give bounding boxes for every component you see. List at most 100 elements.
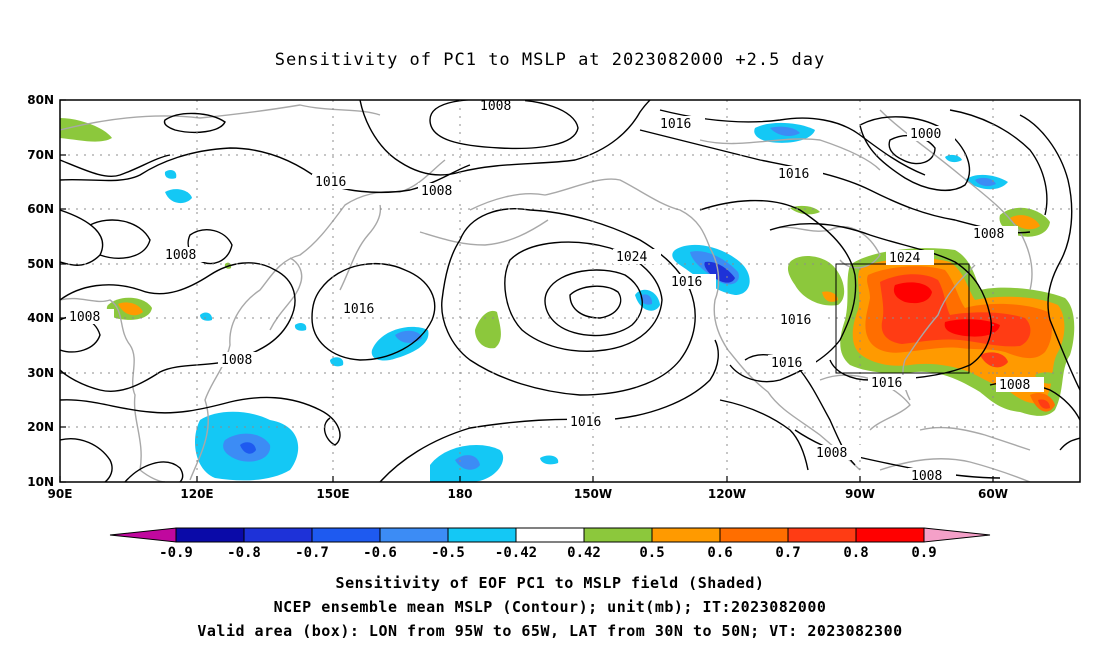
contour-label: 1016: [315, 175, 346, 190]
colorbar-tick-label: 0.8: [843, 545, 868, 561]
lon-label: 60W: [978, 487, 1008, 501]
contour-line: [60, 438, 113, 482]
coastline-japan: [269, 257, 303, 331]
contour-line: [949, 109, 1048, 216]
pos-patch: [475, 310, 501, 349]
pos-patch: [944, 319, 1000, 337]
colorbar-tick-label: -0.7: [295, 545, 329, 561]
lon-label: 120E: [180, 487, 213, 501]
neg-patch: [165, 189, 192, 204]
colorbar-segment: [379, 527, 449, 543]
contour-line: [719, 399, 809, 471]
coastline-aleutians: [419, 219, 549, 246]
colorbar: -0.9 -0.8 -0.7 -0.6 -0.5 -0.42 0.42 0.5 0.6 0.7 0.…: [109, 527, 991, 561]
contour-label: 1024: [616, 250, 647, 265]
contour-line: [544, 269, 643, 337]
contour-label: 1008: [973, 227, 1004, 242]
contour-line: [859, 116, 971, 191]
neg-patch: [200, 312, 213, 321]
coastline-arctic-asia: [60, 104, 381, 131]
contour-line: [1019, 114, 1080, 391]
contour-line: [60, 147, 471, 194]
lat-label: 50N: [27, 257, 54, 271]
colorbar-tick-label: -0.6: [363, 545, 397, 561]
colorbar-segment: [447, 527, 517, 543]
lat-label: 40N: [27, 311, 54, 325]
colorbar-tick-label: 0.7: [775, 545, 800, 561]
neg-patch: [975, 177, 996, 187]
pos-patch: [1038, 399, 1050, 409]
contour-label-group: 1008 1016 1000 1016 1008 1008 1008 1024 …: [66, 99, 1044, 484]
lat-label: 30N: [27, 366, 54, 380]
map-title: Sensitivity of PC1 to MSLP at 2023082000…: [274, 50, 826, 70]
contour-label: 1008: [165, 248, 196, 263]
pos-patch: [1010, 215, 1040, 230]
colorbar-segment: [719, 527, 789, 543]
colorbar-tick-label: 0.9: [911, 545, 936, 561]
pos-patch: [790, 205, 820, 215]
contour-line: [569, 285, 622, 319]
lon-label: 150E: [316, 487, 349, 501]
colorbar-segment: [583, 527, 653, 543]
colorbar-tick-label: -0.8: [227, 545, 261, 561]
colorbar-tick-label: -0.5: [431, 545, 465, 561]
contour-label: 1000: [910, 127, 941, 142]
colorbar-segment: [175, 527, 245, 543]
pos-patch: [893, 282, 932, 304]
lon-label: 180: [447, 487, 472, 501]
colorbar-tick-label: -0.42: [495, 545, 537, 561]
coastline-arctic-na: [699, 138, 881, 171]
contour-line: [60, 396, 341, 446]
contour-label: 1008: [911, 469, 942, 484]
colorbar-tick-label: 0.6: [707, 545, 732, 561]
contour-line: [311, 262, 436, 361]
lat-label: 80N: [27, 93, 54, 107]
contour-line: [659, 109, 926, 176]
contour-label: 1008: [480, 99, 511, 114]
coastline-kamchatka: [339, 204, 382, 291]
coastline-caribbean: [919, 426, 1031, 451]
contour-line: [359, 100, 651, 176]
contour-label: 1016: [778, 167, 809, 182]
contour-line: [429, 100, 579, 150]
axis-ticks: [59, 99, 994, 483]
neg-patch: [164, 170, 177, 179]
colorbar-segment: [515, 527, 585, 543]
neg-patch: [640, 294, 653, 305]
colorbar-segment: [855, 527, 925, 543]
contour-line: [699, 199, 857, 383]
lon-label: 150W: [574, 487, 612, 501]
map-frame: [59, 99, 1081, 483]
contour-label: 1008: [999, 378, 1030, 393]
contour-line: [60, 262, 296, 392]
contour-line: [124, 461, 184, 482]
contour-label: 1008: [816, 446, 847, 461]
contour-label: 1016: [871, 376, 902, 391]
colorbar-left-arrow: [109, 527, 177, 543]
neg-patch: [540, 455, 559, 465]
contour-label: 1008: [221, 353, 252, 368]
lat-label: 10N: [27, 475, 54, 489]
lat-label: 60N: [27, 202, 54, 216]
lon-label: 90W: [845, 487, 875, 501]
contour-label: 1016: [771, 356, 802, 371]
latitude-labels: 80N 70N 60N 50N 40N 30N 20N 10N: [27, 93, 54, 489]
contour-label: 1008: [421, 184, 452, 199]
pos-patch: [822, 291, 838, 302]
contour-label: 1016: [570, 415, 601, 430]
contour-line: [441, 208, 696, 396]
neg-patch: [770, 126, 800, 136]
colorbar-tick-label: -0.9: [159, 545, 193, 561]
colorbar-segment: [651, 527, 721, 543]
sensitivity-shading: [60, 118, 1075, 482]
neg-patch: [455, 455, 480, 470]
pos-patch: [60, 118, 112, 142]
contour-label: 1008: [69, 310, 100, 325]
contour-label: 1024: [889, 251, 920, 266]
colorbar-segment: [243, 527, 313, 543]
contour-line: [89, 219, 151, 259]
contour-line: [504, 241, 663, 352]
caption-line-3: Valid area (box): LON from 95W to 65W, L…: [197, 622, 903, 640]
caption-line-2: NCEP ensemble mean MSLP (Contour); unit(…: [273, 598, 827, 616]
